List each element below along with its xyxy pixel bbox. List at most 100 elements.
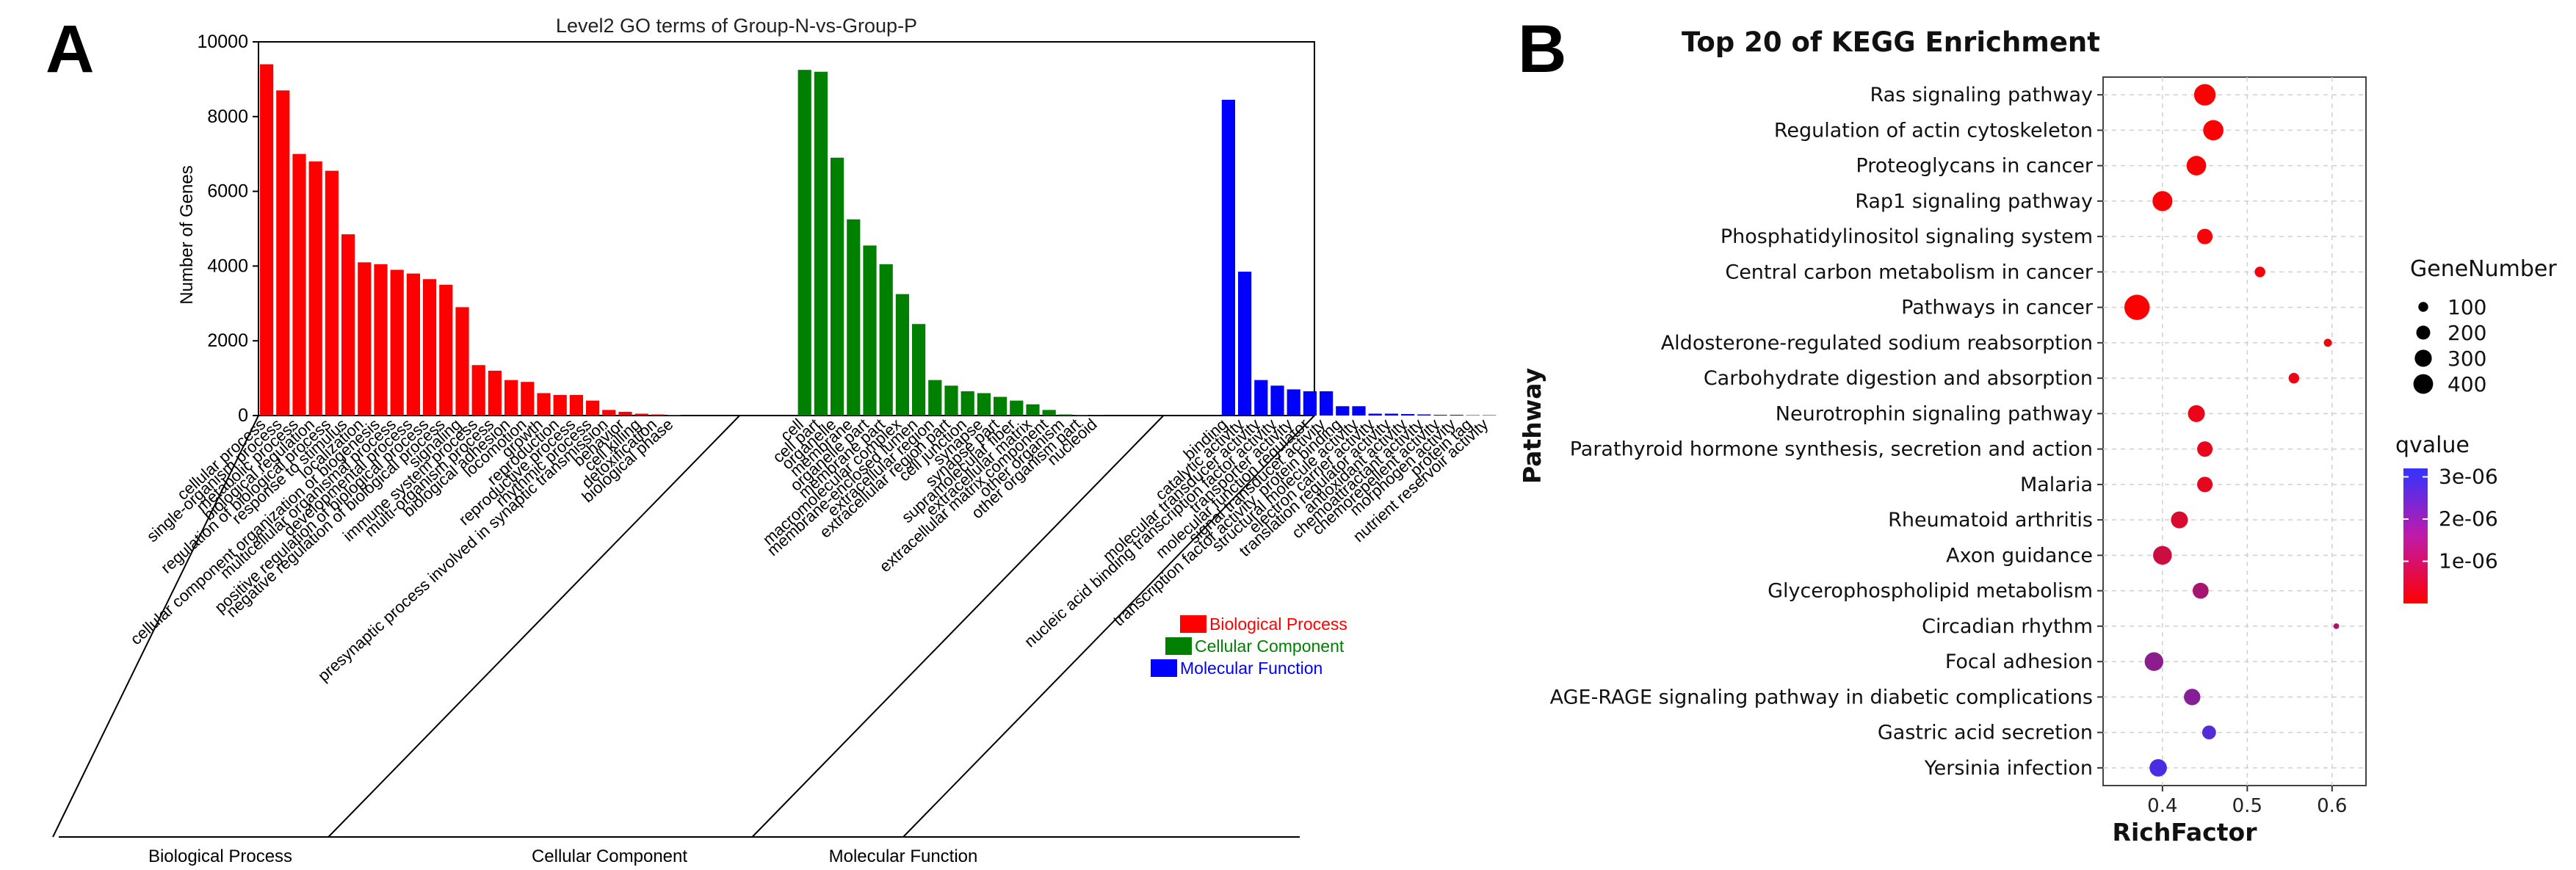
go-bar <box>586 400 600 416</box>
go-bar <box>895 294 909 416</box>
kegg-point <box>2203 120 2224 141</box>
go-bar <box>537 393 551 416</box>
go-bar <box>667 414 681 416</box>
kegg-pathway-label: Malaria <box>2020 474 2093 496</box>
kegg-grid <box>2102 76 2367 786</box>
go-bar <box>1270 385 1284 416</box>
go-group-separator <box>328 415 740 838</box>
kegg-pathway-label: Ras signaling pathway <box>1870 84 2093 106</box>
go-bar <box>618 411 632 416</box>
kegg-pathway-label: Rap1 signaling pathway <box>1855 190 2093 213</box>
go-y-tick-label: 6000 <box>207 181 248 202</box>
kegg-point <box>2254 267 2265 278</box>
go-bar <box>944 385 958 416</box>
kegg-point <box>2152 191 2173 211</box>
go-bar <box>276 90 290 416</box>
go-y-tick-label: 2000 <box>207 330 248 351</box>
go-plot-border <box>258 41 1315 416</box>
kegg-y-axis-label: Pathway <box>1518 368 1546 484</box>
go-bar <box>1042 410 1056 416</box>
kegg-point <box>2149 759 2167 777</box>
go-bar <box>406 273 420 416</box>
kegg-pathway-label: Parathyroid hormone synthesis, secretion… <box>1570 438 2093 461</box>
go-bar <box>1026 404 1040 416</box>
go-bar <box>651 414 665 416</box>
go-bar <box>1238 272 1252 416</box>
color-legend-title: qvalue <box>2395 432 2470 458</box>
size-legend-dot <box>2418 302 2428 312</box>
kegg-point <box>2171 511 2188 529</box>
kegg-x-axis-label: RichFactor <box>2113 818 2258 847</box>
go-bar <box>977 393 991 416</box>
go-y-tick-label: 4000 <box>207 255 248 276</box>
kegg-point <box>2192 582 2209 599</box>
kegg-point <box>2323 338 2332 347</box>
go-bar <box>521 382 535 416</box>
go-bar <box>863 245 877 416</box>
go-bar <box>1091 415 1105 416</box>
go-bar <box>488 370 502 416</box>
kegg-color-legend: qvalue 3e-06 2e-06 1e-06 <box>2395 432 2498 603</box>
go-bar <box>831 157 844 416</box>
go-bar <box>1450 414 1464 416</box>
kegg-pathway-label: Carbohydrate digestion and absorption <box>1704 367 2093 390</box>
size-legend-label: 300 <box>2447 347 2486 371</box>
go-bar <box>879 264 893 416</box>
go-bar <box>912 324 926 416</box>
go-bar <box>504 380 518 416</box>
go-legend-swatch <box>1165 637 1192 655</box>
go-group-label: Molecular Function <box>829 847 978 866</box>
go-bar <box>797 70 811 416</box>
go-bar <box>423 279 437 416</box>
go-bar <box>308 161 322 416</box>
go-bar <box>1384 413 1398 416</box>
kegg-pathway-label: Glycerophospholipid metabolism <box>1768 580 2093 603</box>
go-legend-label: Biological Process <box>1209 615 1347 634</box>
go-bar <box>1303 391 1317 416</box>
go-bar <box>1466 415 1480 416</box>
go-bar <box>471 365 485 416</box>
size-legend-label: 400 <box>2447 372 2486 396</box>
kegg-plot-border <box>2102 76 2367 786</box>
go-bar <box>1368 413 1382 416</box>
color-legend-label: 1e-06 <box>2439 549 2498 573</box>
go-bar <box>1352 406 1366 416</box>
kegg-pathway-label: Pathways in cancer <box>1901 297 2094 319</box>
go-bar <box>325 170 339 416</box>
kegg-points <box>2124 84 2340 777</box>
kegg-pathway-label: Focal adhesion <box>1945 650 2093 673</box>
kegg-point <box>2153 545 2172 565</box>
go-bar <box>634 413 648 416</box>
kegg-point <box>2333 623 2340 629</box>
panel-a-label: A <box>46 12 94 87</box>
kegg-pathway-label: Gastric acid secretion <box>1878 722 2093 744</box>
go-legend-swatch <box>1180 615 1206 633</box>
go-y-tick-label: 10000 <box>197 32 248 52</box>
go-bar <box>1221 99 1235 416</box>
kegg-pathway-label: Central carbon metabolism in cancer <box>1725 261 2094 283</box>
go-group-separator <box>52 415 259 838</box>
go-group-label: Cellular Component <box>532 847 687 866</box>
size-legend-dot <box>2416 325 2431 340</box>
panel-b-label: B <box>1518 12 1566 87</box>
color-legend-label: 3e-06 <box>2439 465 2498 489</box>
go-y-axis-label: Number of Genes <box>177 165 197 304</box>
go-bar <box>928 380 942 416</box>
size-legend-label: 100 <box>2447 295 2486 319</box>
go-plot-frame <box>258 41 1315 416</box>
go-bar <box>1483 415 1497 416</box>
go-bar <box>1417 414 1431 416</box>
go-bar <box>847 219 861 416</box>
kegg-point <box>2188 405 2205 422</box>
kegg-pathway-label: Circadian rhythm <box>1922 615 2093 638</box>
go-y-ticks: 0 2000 4000 6000 8000 10000 <box>197 32 258 426</box>
size-legend-dot <box>2414 349 2432 367</box>
go-bar <box>1058 414 1072 416</box>
kegg-pathway-label: Regulation of actin cytoskeleton <box>1774 119 2093 142</box>
size-legend-dot <box>2413 374 2434 394</box>
kegg-point <box>2186 156 2207 175</box>
kegg-point <box>2184 689 2201 706</box>
kegg-point <box>2288 372 2300 384</box>
